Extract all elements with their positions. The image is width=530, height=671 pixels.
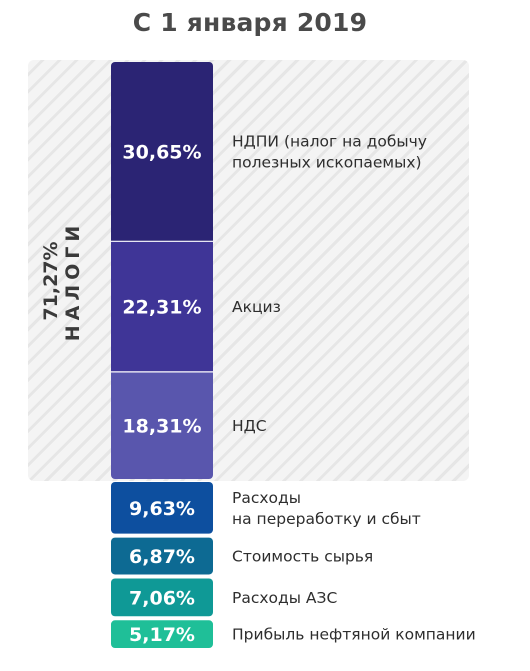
bar-segment-3 <box>111 482 213 534</box>
segment-description-3-line-0: Расходы <box>232 489 301 507</box>
segment-value-label-2: 18,31% <box>122 415 201 437</box>
segment-description-2-line-0: НДС <box>232 417 267 435</box>
segment-description-1-line-0: Акциз <box>232 298 281 316</box>
segment-description-0-line-1: полезных ископаемых) <box>232 154 422 172</box>
bar-segment-4 <box>111 537 213 575</box>
bar-segment-2 <box>111 371 213 479</box>
bar-segment-0 <box>111 62 213 242</box>
segment-value-label-1: 22,31% <box>122 297 201 319</box>
segment-value-label-6: 5,17% <box>129 624 195 646</box>
segment-description-4-line-0: Стоимость сырья <box>232 548 373 566</box>
bar-segment-1 <box>111 241 213 372</box>
bar-segment-6 <box>111 620 213 648</box>
segment-description-3-line-1: на переработку и сбыт <box>232 510 421 528</box>
segment-description-6-line-0: Прибыль нефтяной компании <box>232 626 476 644</box>
segment-value-label-3: 9,63% <box>129 498 195 520</box>
taxes-bar-group <box>111 62 213 479</box>
bar-segment-5 <box>111 578 213 617</box>
chart-title: С 1 января 2019 <box>132 8 368 37</box>
taxes-group-background <box>28 60 469 481</box>
segment-description-5-line-0: Расходы АЗС <box>232 589 337 607</box>
segment-value-label-4: 6,87% <box>129 546 195 568</box>
segment-value-label-0: 30,65% <box>122 142 201 164</box>
segment-description-0-line-0: НДПИ (налог на добычу <box>232 133 427 151</box>
segment-value-label-5: 7,06% <box>129 587 195 609</box>
